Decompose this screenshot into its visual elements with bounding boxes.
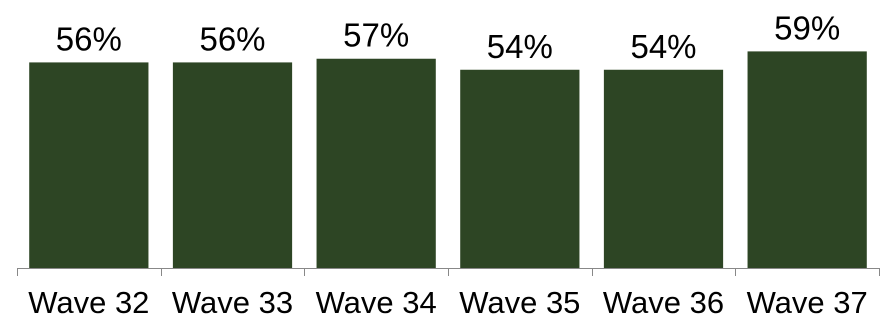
x-tick-label: Wave 33 [172,285,293,320]
value-labels-group: 56% 56% 57% 54% 54% 59% [56,9,840,64]
value-label: 56% [56,20,122,57]
bar-wave-35 [460,69,580,269]
value-label: 57% [343,17,409,54]
value-label: 54% [487,28,553,65]
bar-wave-33 [172,62,293,269]
bar-wave-36 [603,69,724,269]
x-tick-label: Wave 35 [459,285,580,320]
x-axis [17,268,880,276]
bar-wave-34 [316,58,436,268]
x-tick-labels-group: Wave 32 Wave 33 Wave 34 Wave 35 Wave 36 Wave … [28,285,868,320]
value-label: 54% [630,28,696,65]
x-tick-label: Wave 36 [603,285,724,320]
value-label: 59% [774,9,840,46]
bar-wave-32 [29,62,149,269]
bar-wave-37 [747,51,867,268]
x-tick-label: Wave 37 [747,285,868,320]
x-tick-label: Wave 32 [28,285,149,320]
x-tick-label: Wave 34 [316,285,437,320]
value-label: 56% [199,20,265,57]
bars-group [29,51,867,269]
